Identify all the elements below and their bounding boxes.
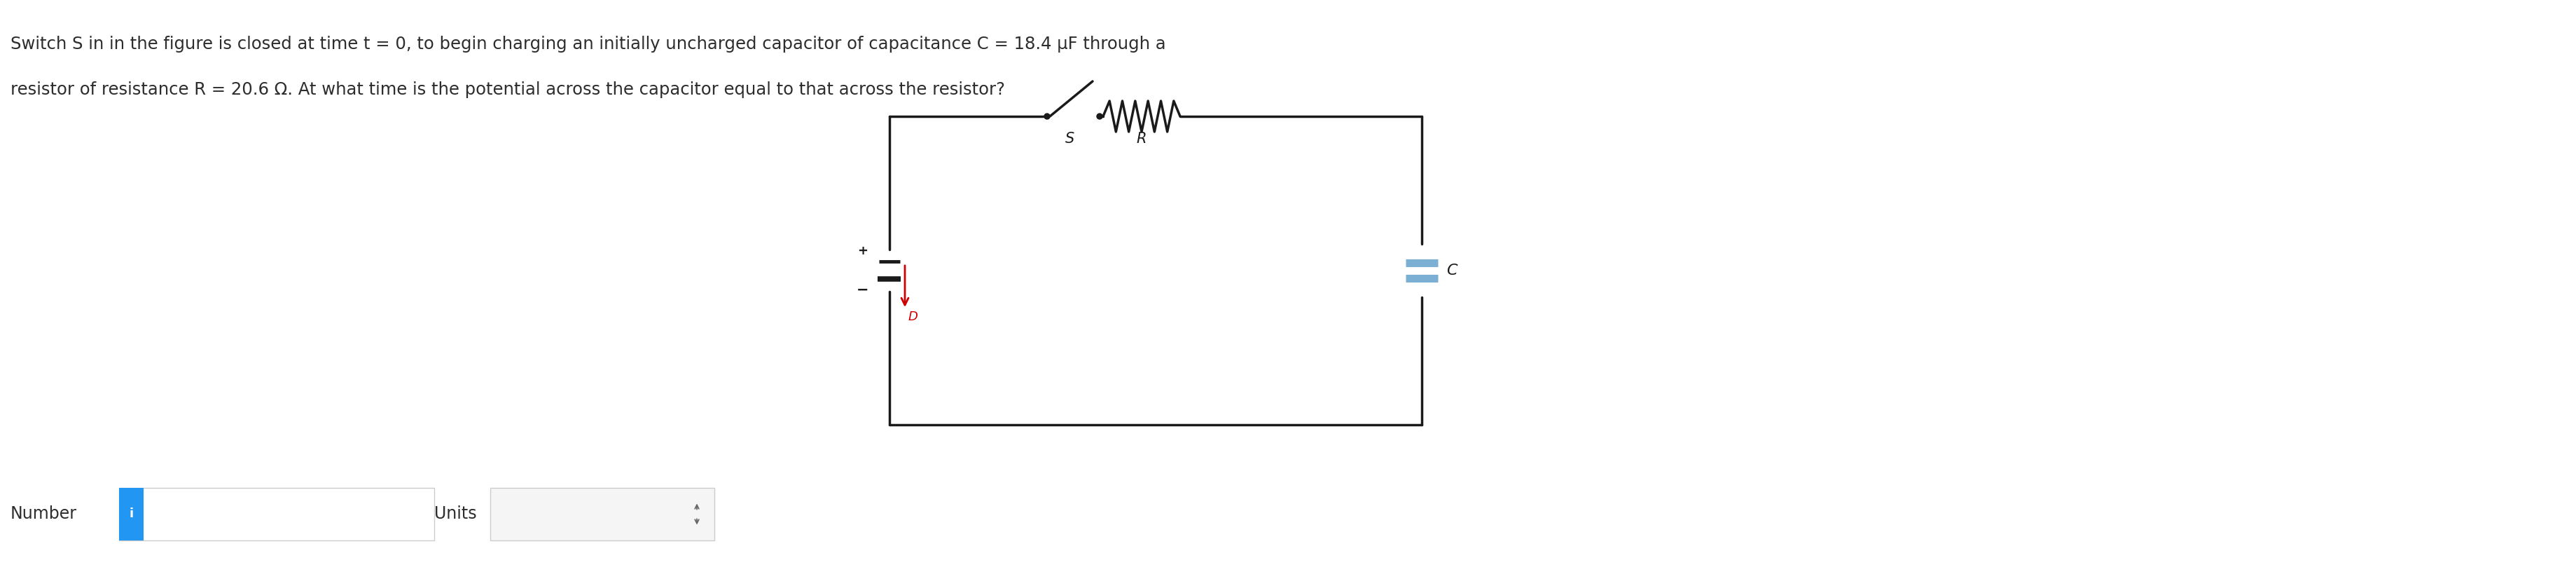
Text: S: S <box>1066 132 1074 146</box>
Circle shape <box>1043 114 1051 119</box>
Text: resistor of resistance R = 20.6 Ω. At what time is the potential across the capa: resistor of resistance R = 20.6 Ω. At wh… <box>10 81 1005 98</box>
Text: D: D <box>909 311 917 323</box>
Text: i: i <box>129 508 134 520</box>
Text: Number: Number <box>10 506 77 523</box>
Text: R: R <box>1136 132 1146 146</box>
Text: Units: Units <box>435 506 477 523</box>
FancyBboxPatch shape <box>489 488 714 540</box>
Text: +: + <box>858 244 868 257</box>
Text: C: C <box>1445 264 1458 278</box>
Text: Switch S in in the figure is closed at time t = 0, to begin charging an initiall: Switch S in in the figure is closed at t… <box>10 36 1167 53</box>
Circle shape <box>1097 114 1103 119</box>
Text: −: − <box>858 283 868 297</box>
FancyBboxPatch shape <box>118 488 144 540</box>
FancyBboxPatch shape <box>118 488 435 540</box>
